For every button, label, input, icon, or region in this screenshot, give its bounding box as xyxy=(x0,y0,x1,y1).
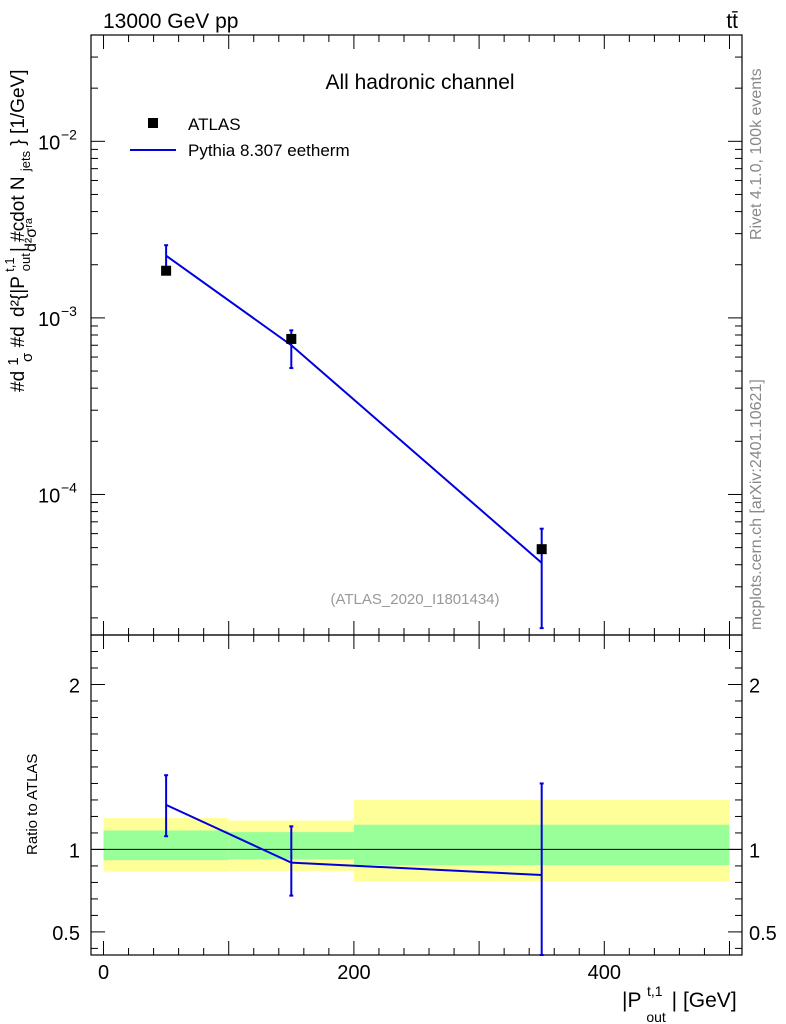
mc-series xyxy=(164,244,544,630)
xlabel-sup: t,1 xyxy=(647,983,663,999)
data-point xyxy=(536,544,547,555)
x-axis-label: |P t,1 out | [GeV] xyxy=(622,978,737,1024)
ratio-plot-frame xyxy=(90,634,743,956)
mcplots-label: mcplots.cern.ch [arXiv:2401.10621] xyxy=(748,379,765,630)
main-y-tick-label: 10 xyxy=(38,485,60,507)
svg-text:Ratio to ATLAS: Ratio to ATLAS xyxy=(24,754,41,855)
ratio-plot-panel: 0.5 0.5 1 1 2 2 0 200 400 Ratio to ATLAS |P t,1… xyxy=(24,634,777,1024)
header-process: tt̄ xyxy=(726,10,738,33)
ylabel-frac-top: 1 xyxy=(5,357,22,365)
ylabel-left: #d xyxy=(8,371,29,392)
main-y-tick-label: 10 xyxy=(38,132,60,154)
ylabel-after: #d xyxy=(8,326,29,347)
ratio-y-tick-label-right: 0.5 xyxy=(749,923,777,945)
ylabel-denominator: d²{|P xyxy=(8,276,29,317)
legend-label-pythia: Pythia 8.307 eetherm xyxy=(188,141,350,160)
header-energy: 13000 GeV pp xyxy=(103,10,238,33)
ratio-y-ticks: 0.5 0.5 1 1 2 2 xyxy=(52,650,777,949)
x-tick-label: 400 xyxy=(588,962,621,984)
main-y-tick-exponent: −4 xyxy=(61,479,77,495)
ratio-y-axis-label: Ratio to ATLAS xyxy=(24,754,41,855)
ylabel-denominator-sub2: jets xyxy=(18,150,33,172)
data-point xyxy=(161,265,172,276)
svg-text:#d 1 σ: #d 1 σ #d d²{|P out t,1 | #cdot N jets }… xyxy=(0,70,37,392)
x-tick-label: 0 xyxy=(98,962,109,984)
ratio-y-tick-label-left: 0.5 xyxy=(52,923,80,945)
ratio-y-tick-label-right: 2 xyxy=(749,675,760,697)
ylabel-denominator-rest: | #cdot N xyxy=(8,176,29,252)
ylabel-denominator-sub: out xyxy=(18,253,33,271)
main-plot-panel: 10−210−310−4 All hadronic channel (ATLAS… xyxy=(0,34,743,636)
data-point xyxy=(286,333,297,344)
ratio-y-tick-label-left: 2 xyxy=(69,675,80,697)
svg-text:|P t,1 out: |P t,1 out | [GeV] xyxy=(622,978,737,1024)
legend-label-atlas: ATLAS xyxy=(188,115,241,134)
legend: ATLAS Pythia 8.307 eetherm xyxy=(130,115,350,160)
rivet-version-label: Rivet 4.1.0, 100k events xyxy=(748,68,765,240)
xlabel-main: |P xyxy=(622,989,641,1012)
main-y-tick-exponent: −3 xyxy=(61,303,77,319)
xlabel-sub: out xyxy=(646,1009,666,1024)
ylabel-denominator-sup: t,1 xyxy=(2,257,17,271)
xlabel-units: | [GeV] xyxy=(672,989,737,1012)
ratio-mc-series xyxy=(164,774,544,956)
main-y-ticks: 10−210−310−4 xyxy=(38,34,742,619)
main-x-ticks xyxy=(103,35,730,635)
ratio-y-tick-label-left: 1 xyxy=(69,840,80,862)
main-title: All hadronic channel xyxy=(325,71,514,94)
data-series xyxy=(161,265,547,555)
ylabel-units: } [1/GeV] xyxy=(8,70,29,146)
svg-text:d²σʳᵃ: d²σʳᵃ xyxy=(23,217,40,252)
main-y-axis-numerator: d²σʳᵃ xyxy=(23,217,40,252)
ylabel-frac-bottom: σ xyxy=(19,352,36,362)
watermark: (ATLAS_2020_I1801434) xyxy=(330,591,499,608)
ratio-x-ticks: 0 200 400 xyxy=(98,635,730,984)
main-y-axis-label: #d 1 σ #d d²{|P out t,1 | #cdot N jets }… xyxy=(0,70,37,392)
legend-marker-atlas xyxy=(148,118,158,128)
main-y-tick-label: 10 xyxy=(38,309,60,331)
ratio-y-tick-label-right: 1 xyxy=(749,840,760,862)
x-tick-label: 200 xyxy=(337,962,370,984)
mc-line xyxy=(165,254,543,564)
main-y-tick-exponent: −2 xyxy=(61,126,77,142)
